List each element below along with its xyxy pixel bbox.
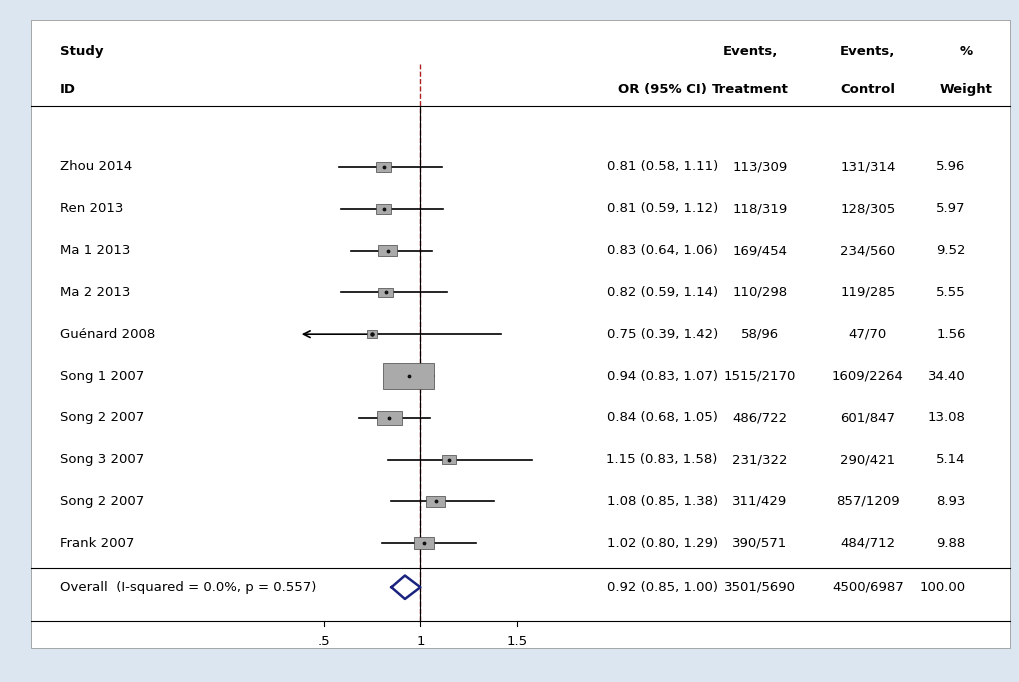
Text: 1.15 (0.83, 1.58): 1.15 (0.83, 1.58) xyxy=(606,453,717,466)
Text: 0.75 (0.39, 1.42): 0.75 (0.39, 1.42) xyxy=(606,327,717,341)
Text: 34.40: 34.40 xyxy=(927,370,965,383)
Text: 390/571: 390/571 xyxy=(732,537,787,550)
Text: 0.81 (0.58, 1.11): 0.81 (0.58, 1.11) xyxy=(606,160,717,173)
Text: 0.94 (0.83, 1.07): 0.94 (0.83, 1.07) xyxy=(606,370,717,383)
Text: 169/454: 169/454 xyxy=(732,244,787,257)
Text: Events,: Events, xyxy=(840,45,895,59)
Text: 9.52: 9.52 xyxy=(935,244,965,257)
Text: 9.88: 9.88 xyxy=(935,537,965,550)
Text: 47/70: 47/70 xyxy=(848,327,887,341)
Text: Treatment: Treatment xyxy=(711,83,788,96)
Text: 1.08 (0.85, 1.38): 1.08 (0.85, 1.38) xyxy=(606,495,717,508)
Bar xyxy=(377,411,401,425)
Text: %: % xyxy=(958,45,971,59)
Text: 1.5: 1.5 xyxy=(505,636,527,649)
Bar xyxy=(367,330,377,338)
Bar xyxy=(414,537,434,549)
Text: 0.83 (0.64, 1.06): 0.83 (0.64, 1.06) xyxy=(606,244,717,257)
Bar xyxy=(377,245,397,256)
Text: 100.00: 100.00 xyxy=(919,581,965,594)
Text: 857/1209: 857/1209 xyxy=(836,495,899,508)
Text: Overall  (I-squared = 0.0%, p = 0.557): Overall (I-squared = 0.0%, p = 0.557) xyxy=(60,581,316,594)
Text: 0.84 (0.68, 1.05): 0.84 (0.68, 1.05) xyxy=(606,411,717,424)
Text: 1: 1 xyxy=(416,636,424,649)
Text: 110/298: 110/298 xyxy=(732,286,787,299)
Text: 8.93: 8.93 xyxy=(935,495,965,508)
Text: 128/305: 128/305 xyxy=(840,202,895,216)
Text: 0.81 (0.59, 1.12): 0.81 (0.59, 1.12) xyxy=(606,202,717,216)
Text: 311/429: 311/429 xyxy=(732,495,787,508)
Text: 1515/2170: 1515/2170 xyxy=(723,370,796,383)
Text: Song 3 2007: Song 3 2007 xyxy=(60,453,144,466)
Text: ID: ID xyxy=(60,83,75,96)
Text: Ma 1 2013: Ma 1 2013 xyxy=(60,244,130,257)
Text: 234/560: 234/560 xyxy=(840,244,895,257)
Text: 0.92 (0.85, 1.00): 0.92 (0.85, 1.00) xyxy=(606,581,717,594)
Text: 13.08: 13.08 xyxy=(927,411,965,424)
Text: 601/847: 601/847 xyxy=(840,411,895,424)
Text: Weight: Weight xyxy=(938,83,991,96)
Text: Ren 2013: Ren 2013 xyxy=(60,202,123,216)
Text: 113/309: 113/309 xyxy=(732,160,787,173)
Text: Song 1 2007: Song 1 2007 xyxy=(60,370,144,383)
Text: 58/96: 58/96 xyxy=(741,327,779,341)
Text: Ma 2 2013: Ma 2 2013 xyxy=(60,286,130,299)
Text: 119/285: 119/285 xyxy=(840,286,895,299)
Text: 4500/6987: 4500/6987 xyxy=(832,581,903,594)
Text: 5.14: 5.14 xyxy=(935,453,965,466)
Text: 1.56: 1.56 xyxy=(935,327,965,341)
Text: 131/314: 131/314 xyxy=(840,160,895,173)
Text: 5.97: 5.97 xyxy=(935,202,965,216)
Text: 1609/2264: 1609/2264 xyxy=(832,370,903,383)
Text: 5.55: 5.55 xyxy=(935,286,965,299)
Text: 118/319: 118/319 xyxy=(732,202,787,216)
Text: 486/722: 486/722 xyxy=(732,411,787,424)
Text: Events,: Events, xyxy=(721,45,777,59)
Text: 484/712: 484/712 xyxy=(840,537,895,550)
Text: 231/322: 231/322 xyxy=(732,453,787,466)
Bar xyxy=(378,288,392,297)
Bar xyxy=(383,364,434,389)
Text: Frank 2007: Frank 2007 xyxy=(60,537,135,550)
Text: Control: Control xyxy=(840,83,895,96)
Text: Study: Study xyxy=(60,45,103,59)
Text: .5: .5 xyxy=(317,636,330,649)
Text: 1.02 (0.80, 1.29): 1.02 (0.80, 1.29) xyxy=(606,537,717,550)
Bar xyxy=(441,455,455,464)
Text: 3501/5690: 3501/5690 xyxy=(723,581,795,594)
Text: Song 2 2007: Song 2 2007 xyxy=(60,411,144,424)
Text: Zhou 2014: Zhou 2014 xyxy=(60,160,132,173)
Bar xyxy=(376,162,391,172)
Text: 290/421: 290/421 xyxy=(840,453,895,466)
Text: OR (95% CI): OR (95% CI) xyxy=(618,83,706,96)
Bar xyxy=(376,204,391,213)
Text: 0.82 (0.59, 1.14): 0.82 (0.59, 1.14) xyxy=(606,286,717,299)
Text: Guénard 2008: Guénard 2008 xyxy=(60,327,155,341)
Text: Song 2 2007: Song 2 2007 xyxy=(60,495,144,508)
Bar xyxy=(426,496,445,507)
Text: 5.96: 5.96 xyxy=(935,160,965,173)
